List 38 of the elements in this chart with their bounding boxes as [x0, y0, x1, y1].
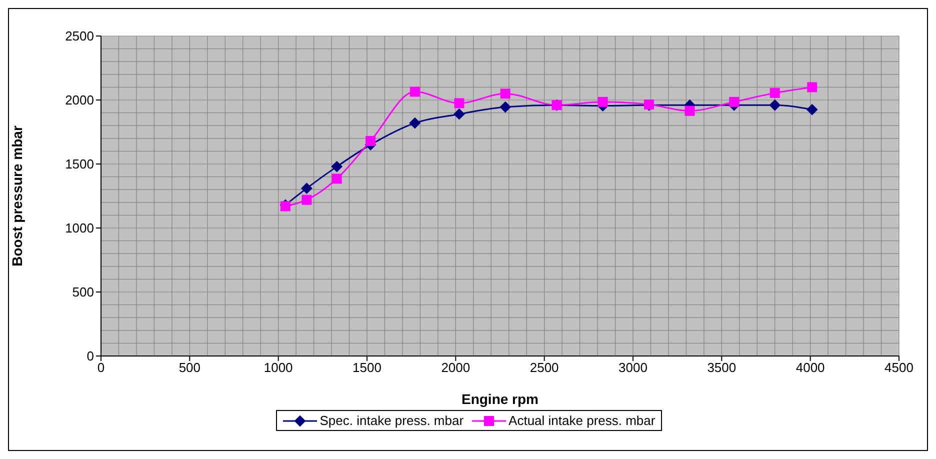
x-tick-label: 0 [97, 360, 105, 376]
point [332, 174, 342, 184]
y-tick-label: 500 [72, 284, 94, 300]
point [500, 102, 511, 113]
point [770, 88, 780, 98]
x-tick-label: 2500 [530, 360, 559, 376]
point [301, 182, 312, 194]
point [331, 161, 342, 172]
x-tick-label: 2000 [441, 360, 470, 376]
y-axis-title: Boost pressure mbar [8, 125, 25, 266]
x-tick-label: 4000 [796, 360, 825, 376]
point [729, 96, 740, 107]
legend-label: Actual intake press. mbar [508, 413, 656, 428]
point [366, 136, 376, 146]
point [500, 88, 510, 99]
y-tick-label: 0 [86, 348, 94, 364]
point [769, 100, 780, 111]
point [454, 108, 465, 120]
y-tick-label: 1000 [65, 220, 94, 236]
y-tick-label: 2000 [65, 92, 94, 108]
x-tick-label: 3000 [618, 360, 648, 376]
legend-label: Spec. intake press. mbar [318, 413, 464, 428]
y-tick-label: 1500 [65, 156, 94, 172]
point [598, 96, 608, 107]
x-tick-label: 500 [178, 360, 201, 376]
point [302, 194, 312, 205]
x-tick-label: 3500 [707, 360, 736, 376]
point [410, 86, 420, 97]
y-tick-label: 2500 [65, 28, 94, 44]
x-axis-title: Engine rpm [461, 391, 539, 407]
point [454, 98, 464, 108]
x-tick-label: 1500 [352, 360, 382, 376]
x-tick-label: 1000 [264, 360, 293, 376]
point [806, 104, 818, 116]
point [684, 106, 695, 116]
point [409, 118, 420, 129]
x-tick-label: 4500 [884, 360, 914, 376]
point [807, 82, 818, 92]
